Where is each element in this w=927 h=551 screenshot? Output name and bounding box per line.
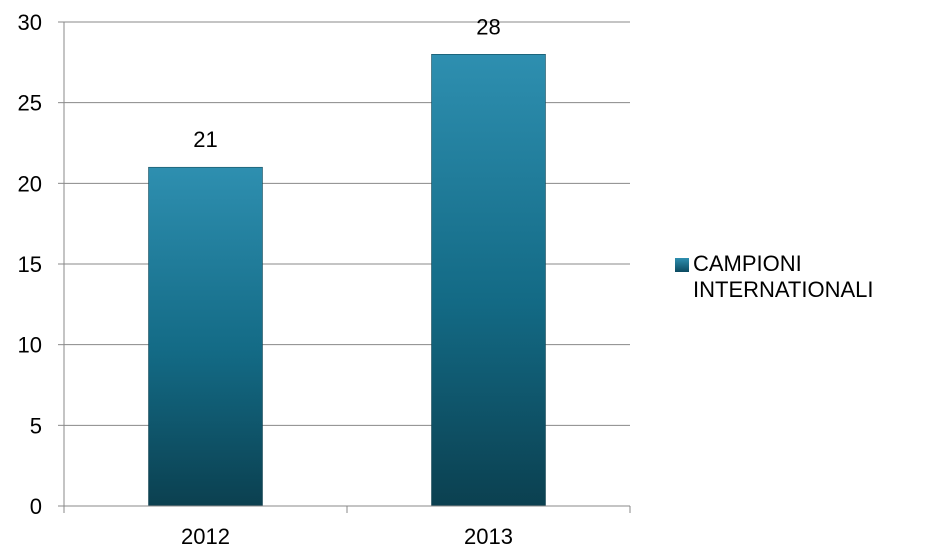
legend-swatch <box>675 258 689 272</box>
axes <box>58 21 631 513</box>
data-label-2013: 28 <box>476 14 500 39</box>
x-tick-label: 2012 <box>181 524 230 549</box>
y-tick-label: 0 <box>30 494 42 519</box>
labels: 0 5 10 15 20 25 30 21 2012 28 2013 <box>18 10 513 549</box>
bar-2013 <box>431 54 546 507</box>
bars <box>148 54 546 507</box>
y-tick-label: 25 <box>18 91 42 116</box>
y-tick-label: 30 <box>18 10 42 35</box>
data-label-2012: 21 <box>193 127 217 152</box>
x-tick-label: 2013 <box>464 524 513 549</box>
y-tick-label: 5 <box>30 413 42 438</box>
y-tick-label: 10 <box>18 333 42 358</box>
bar-2012 <box>148 166 263 507</box>
y-tick-label: 20 <box>18 171 42 196</box>
legend: CAMPIONI INTERNATIONALI <box>675 251 927 303</box>
legend-label: CAMPIONI INTERNATIONALI <box>693 251 874 302</box>
y-tick-label: 15 <box>18 252 42 277</box>
